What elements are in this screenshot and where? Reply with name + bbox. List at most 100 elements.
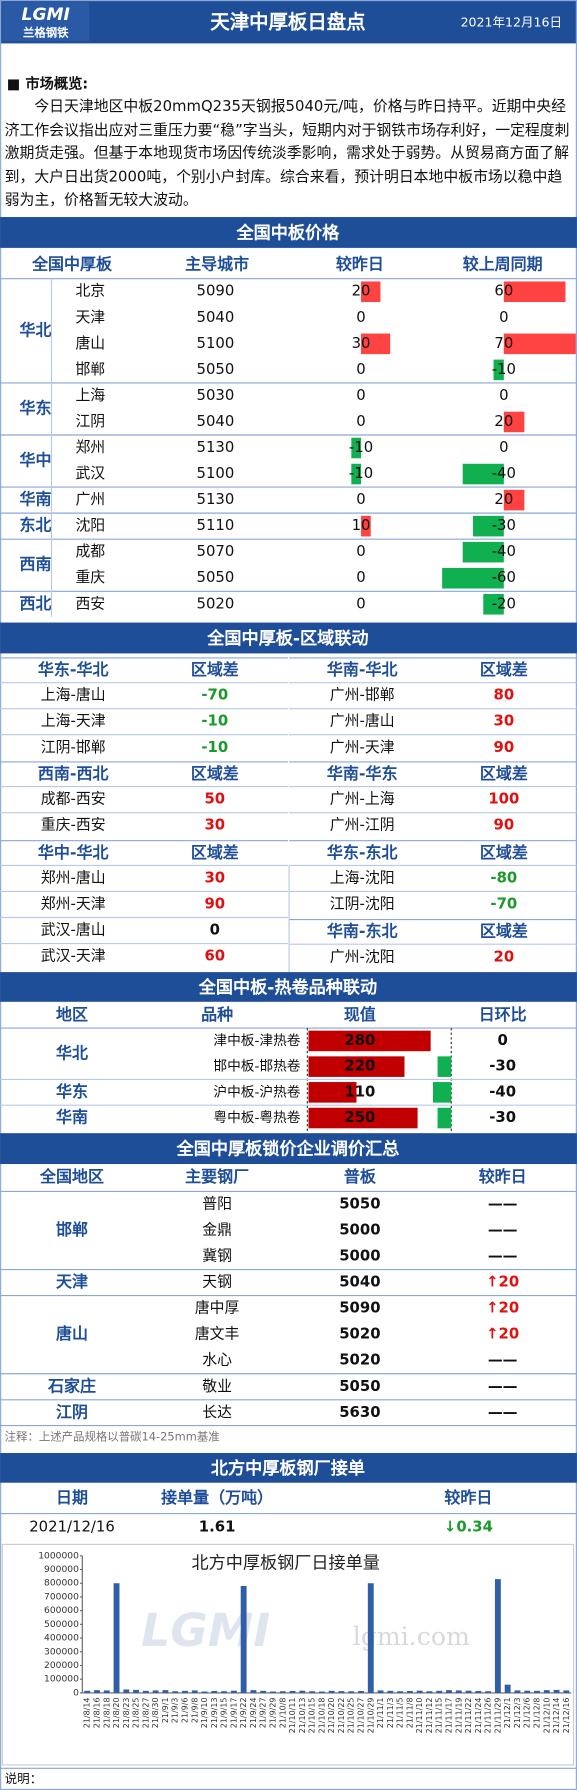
section-bar <box>0 1453 577 1483</box>
column-header: 日环比 <box>479 1005 527 1024</box>
bar <box>387 1690 394 1693</box>
region-diff: 30 <box>493 712 514 730</box>
pair: 成都-西安 <box>41 790 106 808</box>
region-diff: 90 <box>493 738 514 756</box>
column-header: 地区 <box>56 1005 88 1024</box>
bar <box>94 1690 100 1693</box>
column-header: 全国地区 <box>39 1167 104 1186</box>
price: 5050 <box>339 1194 380 1212</box>
bar <box>485 1691 492 1693</box>
price: 5630 <box>339 1403 380 1421</box>
price: 5050 <box>197 360 235 378</box>
region-diff: 90 <box>493 816 514 834</box>
bar <box>182 1690 188 1693</box>
price: 5030 <box>197 386 235 404</box>
block-column: 区域差 <box>191 843 239 862</box>
date: 2021年12月16日 <box>461 14 563 29</box>
region-label: 华中 <box>19 451 51 470</box>
x-tick-label: 21/10/13 <box>298 1697 307 1733</box>
region-diff: 0 <box>210 921 220 939</box>
bar <box>270 1691 276 1693</box>
region-diff: 50 <box>204 790 225 808</box>
price: 5040 <box>197 308 235 326</box>
column-header: 现值 <box>344 1005 376 1024</box>
region-label: 唐山 <box>56 1324 88 1343</box>
price: 5110 <box>197 516 235 534</box>
bar <box>142 1690 149 1693</box>
logo-box <box>2 2 90 42</box>
region-label: 天津 <box>56 1272 88 1291</box>
bar <box>211 1690 218 1693</box>
x-tick-label: 21/9/10 <box>200 1697 209 1728</box>
change-value: 10 <box>352 516 371 534</box>
x-tick-label: 21/9/22 <box>239 1697 248 1728</box>
bar <box>260 1690 267 1693</box>
change-value: 0 <box>356 308 365 326</box>
price: 5040 <box>197 412 235 430</box>
block-name: 华南-东北 <box>327 922 398 941</box>
x-tick-label: 21/9/6 <box>180 1697 189 1723</box>
region-label: 华北 <box>56 1043 88 1062</box>
city: 武汉 <box>75 464 105 482</box>
bar <box>201 1691 208 1693</box>
x-tick-label: 21/9/29 <box>268 1697 277 1728</box>
change-value: -30 <box>489 1108 516 1126</box>
x-tick-label: 21/8/25 <box>132 1697 141 1728</box>
product: 邯中板-邯热卷 <box>213 1059 300 1075</box>
bar <box>123 1689 130 1693</box>
region-diff: 30 <box>204 868 225 886</box>
pair: 广州-邯郸 <box>330 686 395 704</box>
bar <box>446 1690 452 1693</box>
bar <box>514 1690 521 1693</box>
block-name: 西南-西北 <box>38 764 109 783</box>
block-name: 华东-东北 <box>327 843 398 862</box>
header-band <box>0 0 577 44</box>
region-diff: -70 <box>201 686 228 704</box>
y-tick-label: 1000000 <box>38 1551 79 1561</box>
region-label: 华南 <box>56 1108 88 1127</box>
change: ↑20 <box>486 1273 519 1291</box>
section-bar <box>0 972 577 1002</box>
change-bar <box>351 463 362 485</box>
change-bar <box>503 333 576 355</box>
change-value: -10 <box>492 360 516 378</box>
change-value: 0 <box>499 438 508 456</box>
bar <box>162 1690 169 1693</box>
section-title: 全国中厚板锁价企业调价汇总 <box>176 1139 400 1160</box>
change-bar <box>483 594 504 615</box>
price: 5090 <box>339 1299 380 1317</box>
value-bar <box>308 1030 431 1052</box>
price: 5070 <box>197 542 235 560</box>
change-bar <box>361 281 381 303</box>
change-value: 70 <box>494 334 513 352</box>
bar <box>358 1690 364 1693</box>
price: 5050 <box>197 568 235 586</box>
city: 江阴 <box>75 412 105 430</box>
region-label: 东北 <box>19 516 51 535</box>
pair: 江阴-邯郸 <box>41 738 106 756</box>
bar <box>84 1690 91 1693</box>
bar <box>318 1691 325 1693</box>
column-header: 普板 <box>344 1167 377 1186</box>
region-diff: 90 <box>204 894 225 912</box>
value-bar <box>308 1107 418 1129</box>
date: 2021/12/16 <box>29 1517 115 1535</box>
y-tick-label: 700000 <box>44 1592 79 1602</box>
region-diff: 30 <box>204 816 225 834</box>
x-tick-label: 21/10/25 <box>347 1697 356 1733</box>
city: 上海 <box>75 386 105 404</box>
overview-label: ■ 市场概览: <box>7 75 88 93</box>
pair: 上海-沈阳 <box>330 868 395 886</box>
x-tick-label: 21/10/22 <box>337 1697 346 1733</box>
x-tick-label: 21/12/8 <box>532 1697 541 1728</box>
bar <box>230 1690 237 1693</box>
change-value: -20 <box>492 594 516 612</box>
block-column: 区域差 <box>191 660 239 679</box>
change: —— <box>488 1220 518 1238</box>
city: 沈阳 <box>75 516 105 534</box>
bar <box>328 1690 335 1693</box>
change: —— <box>488 1377 518 1395</box>
x-tick-label: 21/10/18 <box>317 1697 326 1733</box>
region-diff: -70 <box>490 894 517 912</box>
y-tick-label: 800000 <box>44 1579 79 1589</box>
